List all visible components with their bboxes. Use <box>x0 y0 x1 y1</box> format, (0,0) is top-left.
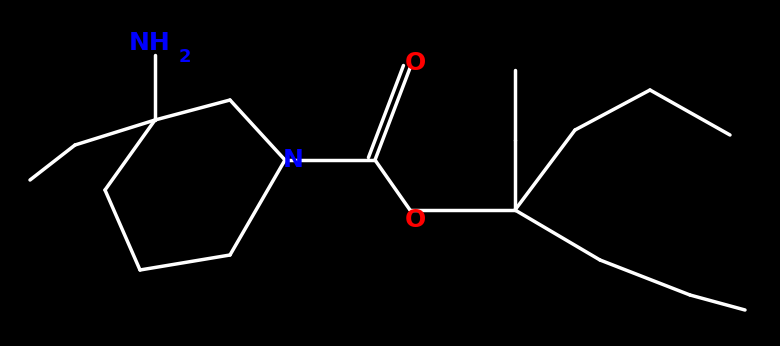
Text: O: O <box>404 208 426 232</box>
Text: N: N <box>282 148 303 172</box>
Text: NH: NH <box>129 31 171 55</box>
Text: 2: 2 <box>179 48 191 66</box>
Text: O: O <box>404 51 426 75</box>
